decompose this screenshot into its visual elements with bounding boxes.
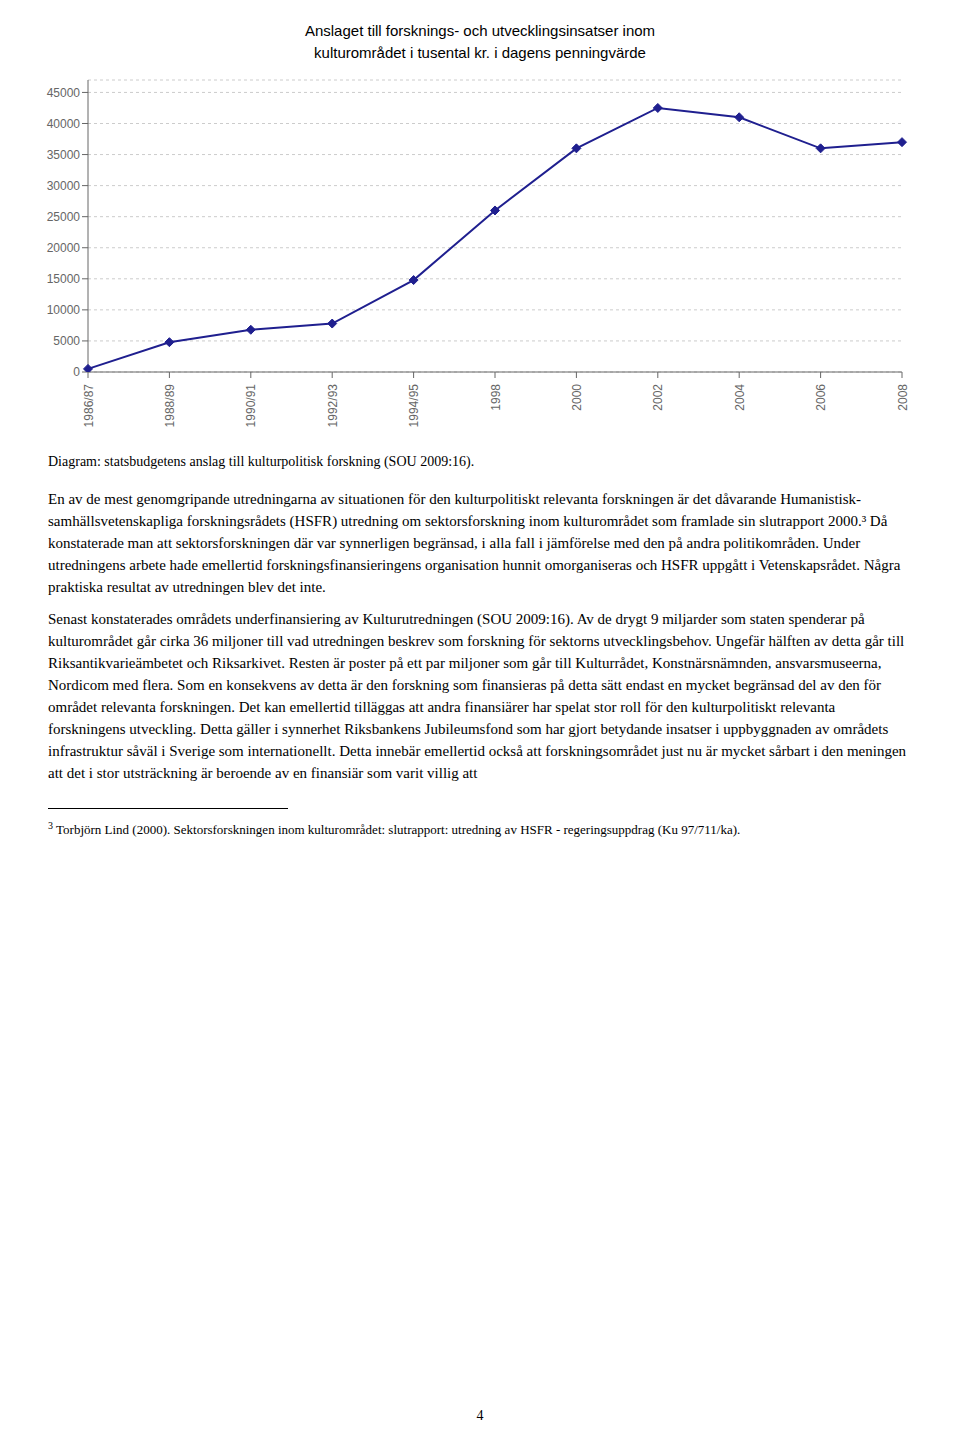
svg-text:1992/93: 1992/93: [326, 384, 340, 428]
svg-text:35000: 35000: [47, 148, 81, 162]
html-text:Senast konstaterades områdets: Senast konstaterades områdets underfinan…: [48, 611, 907, 781]
html-text:3 Torbjörn Lind (2000). Sektor: 3 Torbjörn Lind (2000). Sektorsforskning…: [48, 820, 741, 838]
svg-text:0: 0: [73, 365, 80, 379]
svg-text:5000: 5000: [53, 334, 80, 348]
svg-text:2006: 2006: [814, 384, 828, 411]
svg-text:25000: 25000: [47, 210, 81, 224]
html-text:Anslaget till forsknings- och: Anslaget till forsknings- och utveckling…: [304, 22, 656, 39]
svg-text:15000: 15000: [47, 272, 81, 286]
svg-text:10000: 10000: [47, 303, 81, 317]
html-text:4: 4: [476, 1408, 484, 1423]
svg-text:2000: 2000: [570, 384, 584, 411]
svg-text:1998: 1998: [489, 384, 503, 411]
svg-text:1986/87: 1986/87: [82, 384, 96, 428]
svg-text:2004: 2004: [733, 384, 747, 411]
html-text:kulturområdet i tusental kr. i: kulturområdet i tusental kr. i dagens pe…: [314, 44, 646, 61]
svg-text:2008: 2008: [896, 384, 910, 411]
html-text:Diagram: statsbudgetens anslag: Diagram: statsbudgetens anslag till kult…: [48, 454, 475, 469]
svg-text:20000: 20000: [47, 241, 81, 255]
svg-text:45000: 45000: [47, 86, 81, 100]
svg-text:30000: 30000: [47, 179, 81, 193]
html-text:En av de mest genomgripande ut: En av de mest genomgripande utredningarn…: [48, 491, 901, 595]
svg-text:2002: 2002: [651, 384, 665, 411]
svg-text:1988/89: 1988/89: [163, 384, 177, 428]
svg-text:1990/91: 1990/91: [244, 384, 258, 428]
svg-text:40000: 40000: [47, 117, 81, 131]
svg-text:1994/95: 1994/95: [407, 384, 421, 428]
